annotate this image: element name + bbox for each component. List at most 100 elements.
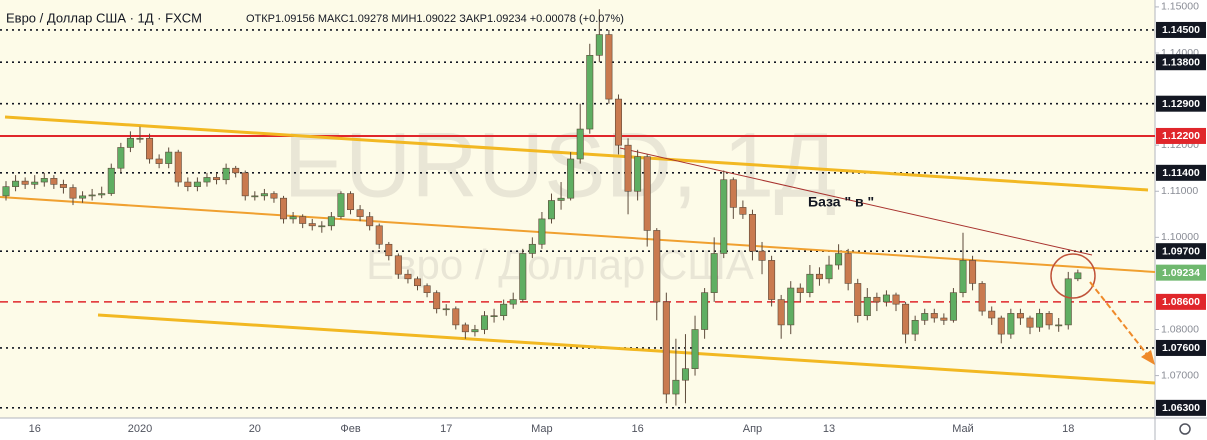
level-label-box bbox=[1156, 399, 1206, 416]
candle-body bbox=[940, 317, 948, 321]
candle-body bbox=[366, 216, 374, 227]
candle-body bbox=[662, 301, 670, 395]
x-tick-label: Апр bbox=[743, 423, 762, 435]
candle-body bbox=[21, 180, 29, 185]
x-tick-label: Фев bbox=[340, 423, 360, 435]
candle-body bbox=[806, 273, 814, 293]
candle-body bbox=[854, 283, 862, 316]
candle-body bbox=[547, 200, 555, 220]
x-tick-label: 20 bbox=[249, 423, 261, 435]
candle-body bbox=[701, 292, 709, 330]
arrow-head bbox=[1141, 350, 1155, 365]
y-tick-label: 1.10000 bbox=[1161, 231, 1199, 243]
level-label: 1.06300 bbox=[1162, 402, 1200, 414]
trend-line bbox=[97, 313, 1156, 385]
x-tick-label: 16 bbox=[29, 423, 41, 435]
candle-body bbox=[79, 195, 87, 199]
candle-body bbox=[480, 315, 488, 330]
candle-body bbox=[165, 151, 173, 164]
candle-body bbox=[394, 255, 402, 275]
candle-body bbox=[787, 287, 795, 326]
candle-body bbox=[557, 197, 565, 201]
candle-body bbox=[873, 296, 881, 303]
candle-body bbox=[844, 253, 852, 284]
candle-body bbox=[911, 319, 919, 335]
candle-body bbox=[385, 243, 393, 257]
candle-body bbox=[614, 98, 622, 146]
annotation: База " в " bbox=[808, 194, 874, 210]
candle-body bbox=[40, 178, 48, 183]
candle-body bbox=[1074, 272, 1082, 280]
level-label-box bbox=[1156, 95, 1206, 112]
x-tick-label: 17 bbox=[440, 423, 452, 435]
candle-body bbox=[318, 225, 326, 228]
candle-body bbox=[174, 151, 182, 183]
candle-body bbox=[500, 303, 508, 316]
candle-body bbox=[892, 294, 900, 305]
trend-line bbox=[619, 147, 1093, 256]
arrow-shaft bbox=[1089, 281, 1150, 358]
candle-body bbox=[729, 179, 737, 208]
candle-body bbox=[988, 310, 996, 319]
candle-body bbox=[337, 193, 345, 217]
chart-subtitle: ОТКР1.09156 МАКС1.09278 МИН1.09022 ЗАКР1… bbox=[246, 13, 624, 25]
level-label: 1.13800 bbox=[1162, 56, 1200, 68]
candle-body bbox=[442, 308, 450, 311]
candle-body bbox=[643, 156, 651, 231]
candle-body bbox=[978, 283, 986, 312]
level-label-box bbox=[1156, 264, 1206, 281]
candle-body bbox=[270, 193, 278, 199]
level-label: 1.09700 bbox=[1162, 245, 1200, 257]
candle-body bbox=[308, 223, 316, 227]
x-tick-label: 16 bbox=[631, 423, 643, 435]
candle-body bbox=[423, 285, 431, 293]
candle-body bbox=[777, 299, 785, 326]
candle-body bbox=[997, 317, 1005, 335]
level-label: 1.12200 bbox=[1162, 130, 1200, 142]
candle-body bbox=[117, 147, 125, 169]
candle-body bbox=[624, 144, 632, 192]
candle-body bbox=[1007, 313, 1015, 335]
candle-body bbox=[739, 207, 747, 215]
candle-body bbox=[414, 278, 422, 287]
candle-body bbox=[710, 253, 718, 293]
candle-body bbox=[88, 194, 96, 197]
candle-body bbox=[251, 195, 259, 198]
candle-body bbox=[815, 273, 823, 280]
x-tick-label: 2020 bbox=[128, 423, 152, 435]
candle-body bbox=[126, 137, 134, 148]
candle-body bbox=[203, 177, 211, 183]
level-label-box bbox=[1156, 21, 1206, 38]
candle-body bbox=[681, 368, 689, 381]
y-tick-label: 1.08000 bbox=[1161, 323, 1199, 335]
candle-body bbox=[538, 218, 546, 245]
x-tick-label: 13 bbox=[823, 423, 835, 435]
candle-body bbox=[461, 324, 469, 333]
candle-body bbox=[1036, 313, 1044, 328]
y-tick-label: 1.15000 bbox=[1161, 1, 1199, 13]
candle-body bbox=[595, 34, 603, 56]
candle-body bbox=[921, 313, 929, 321]
candle-body bbox=[12, 180, 20, 187]
level-label: 1.14500 bbox=[1162, 24, 1200, 36]
level-label: 1.07600 bbox=[1162, 342, 1200, 354]
candle-body bbox=[882, 294, 890, 303]
level-label-box bbox=[1156, 54, 1206, 71]
candle-body bbox=[356, 209, 364, 217]
level-label-box bbox=[1156, 339, 1206, 356]
candle-body bbox=[59, 184, 67, 188]
level-label: 1.09234 bbox=[1162, 267, 1200, 279]
candle-body bbox=[98, 193, 106, 196]
candle-body bbox=[107, 167, 115, 194]
candle-body bbox=[452, 308, 460, 326]
candle-body bbox=[1064, 278, 1072, 326]
candle-body bbox=[241, 172, 249, 197]
candle-body bbox=[796, 287, 804, 293]
x-tick-label: Май bbox=[952, 423, 974, 435]
candle-body bbox=[691, 329, 699, 369]
candle-body bbox=[528, 243, 536, 254]
candle-body bbox=[720, 179, 728, 254]
candle-body bbox=[576, 128, 584, 160]
price-axis-background bbox=[1155, 0, 1207, 440]
settings-icon[interactable] bbox=[1179, 423, 1191, 435]
